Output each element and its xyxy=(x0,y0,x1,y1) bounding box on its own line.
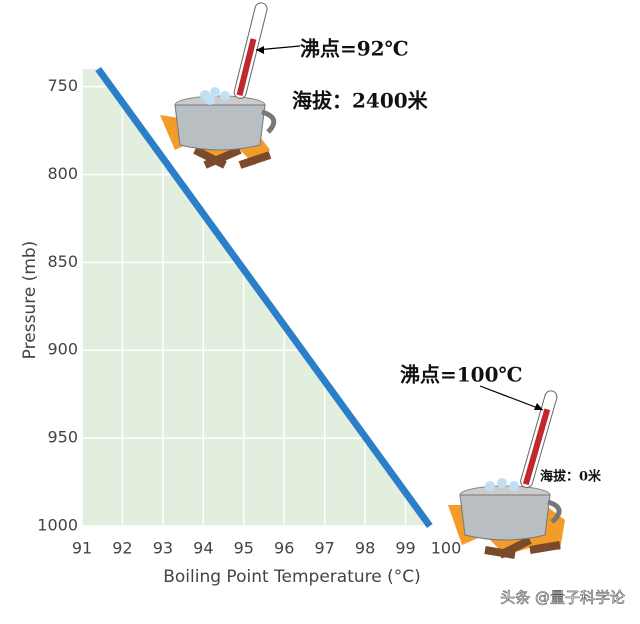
x-tick-label: 99 xyxy=(395,539,415,558)
y-tick-label: 750 xyxy=(47,76,78,95)
x-tick-label: 93 xyxy=(153,539,173,558)
annotation: 海拔：0米 xyxy=(540,469,602,485)
x-tick-label: 91 xyxy=(72,539,92,558)
plot-area: 91 92 93 94 95 96 97 98 99 100 750 800 850 900 950 1000 xyxy=(37,66,462,558)
y-tick-label: 850 xyxy=(47,252,78,271)
y-tick-label: 900 xyxy=(47,340,78,359)
watermark: 头条 @量子科学论 xyxy=(500,589,625,607)
x-tick-label: 100 xyxy=(431,539,462,558)
annotation: 海拔：2400米 xyxy=(292,89,429,113)
y-tick-label: 1000 xyxy=(37,516,78,535)
x-axis-label: Boiling Point Temperature (°C) xyxy=(163,567,421,587)
x-tick-label: 92 xyxy=(112,539,132,558)
x-tick-label: 94 xyxy=(193,539,213,558)
pot-illustration xyxy=(448,385,565,559)
annotation: 沸点=100℃ xyxy=(400,363,522,387)
x-tick-label: 97 xyxy=(314,539,334,558)
pot-illustration xyxy=(160,2,301,169)
y-tick-label: 800 xyxy=(47,164,78,183)
x-tick-label: 98 xyxy=(355,539,375,558)
y-axis-label: Pressure (mb) xyxy=(20,241,40,360)
annotation: 沸点=92℃ xyxy=(300,37,409,61)
y-tick-label: 950 xyxy=(47,428,78,447)
data-line xyxy=(95,66,433,529)
x-tick-label: 95 xyxy=(234,539,254,558)
x-tick-label: 96 xyxy=(274,539,294,558)
